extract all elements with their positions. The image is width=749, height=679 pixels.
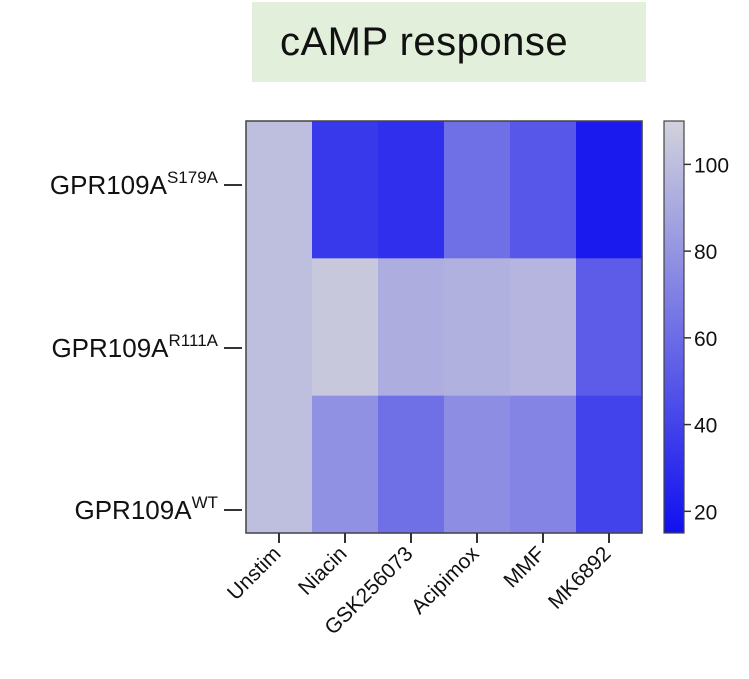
heatmap-cell: [510, 258, 577, 397]
heatmap-cells: [246, 121, 643, 534]
heatmap-cell: [312, 395, 379, 534]
y-tick-label-base: GPR109A: [50, 170, 168, 200]
y-tick-label: GPR109AS179A: [50, 168, 219, 200]
colorbar-scale: [663, 120, 685, 534]
x-tick-label: Niacin: [294, 542, 352, 600]
y-tick-label-superscript: WT: [192, 493, 218, 512]
heatmap-cell: [312, 121, 379, 259]
colorbar-tick-label: 80: [694, 241, 717, 264]
heatmap-cell: [246, 258, 313, 397]
x-tick-label: Acipimox: [407, 542, 484, 619]
y-tick-label: GPR109AR111A: [51, 331, 218, 363]
colorbar-tick-label: 60: [694, 328, 717, 351]
plot-frame: [245, 120, 643, 534]
heatmap-cell: [510, 121, 577, 259]
y-tick-label-base: GPR109A: [51, 333, 169, 363]
colorbar-tick-label: 100: [694, 154, 729, 177]
heatmap-cell: [246, 395, 313, 534]
heatmap-cell: [246, 121, 313, 259]
y-tick-label: GPR109AWT: [74, 493, 218, 525]
heatmap-cell: [378, 258, 445, 397]
heatmap-cell: [444, 121, 511, 259]
y-tick-label-superscript: S179A: [167, 168, 219, 187]
colorbar: 20 40 60 80 100: [663, 120, 729, 534]
x-tick-label: MK6892: [544, 542, 616, 614]
chart-title-box: cAMP response: [252, 2, 646, 82]
y-tick-label-base: GPR109A: [74, 495, 192, 525]
x-tick-label: Unstim: [223, 542, 285, 604]
colorbar-tick-label: 40: [694, 415, 717, 438]
chart-title: cAMP response: [280, 19, 569, 64]
x-tick-label: MMF: [499, 542, 549, 592]
colorbar-tick-label: 20: [694, 501, 717, 524]
heatmap-cell: [444, 258, 511, 397]
heatmap-cell: [576, 121, 643, 259]
heatmap-cell: [576, 395, 643, 534]
heatmap-cell: [576, 258, 643, 397]
heatmap-cell: [312, 258, 379, 397]
y-tick-label-superscript: R111A: [169, 331, 219, 350]
heatmap-cell: [444, 395, 511, 534]
heatmap-cell: [378, 121, 445, 259]
heatmap-cell: [510, 395, 577, 534]
heatmap-cell: [378, 395, 445, 534]
